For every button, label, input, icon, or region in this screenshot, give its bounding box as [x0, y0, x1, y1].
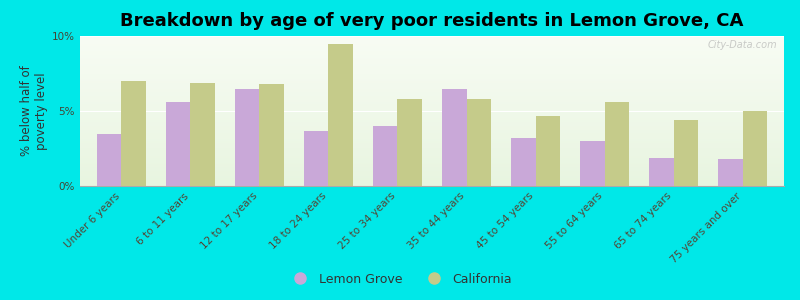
Bar [466, 99, 490, 186]
Bar [259, 84, 284, 186]
Bar [398, 99, 422, 186]
Text: City-Data.com: City-Data.com [707, 40, 777, 50]
Bar [442, 88, 466, 186]
Bar [580, 141, 605, 186]
Bar [122, 81, 146, 186]
Bar [190, 82, 214, 186]
Bar [511, 138, 535, 186]
Bar [374, 126, 398, 186]
Bar [650, 158, 674, 186]
Bar [674, 120, 698, 186]
Bar [718, 159, 742, 186]
Bar [166, 102, 190, 186]
Bar [98, 134, 122, 186]
Bar [742, 111, 766, 186]
Title: Breakdown by age of very poor residents in Lemon Grove, CA: Breakdown by age of very poor residents … [120, 12, 744, 30]
Bar [304, 130, 329, 186]
Bar [235, 88, 259, 186]
Y-axis label: % below half of
poverty level: % below half of poverty level [20, 66, 48, 156]
Legend: Lemon Grove, California: Lemon Grove, California [283, 268, 517, 291]
Bar [535, 116, 560, 186]
Bar [329, 44, 353, 186]
Bar [605, 102, 629, 186]
